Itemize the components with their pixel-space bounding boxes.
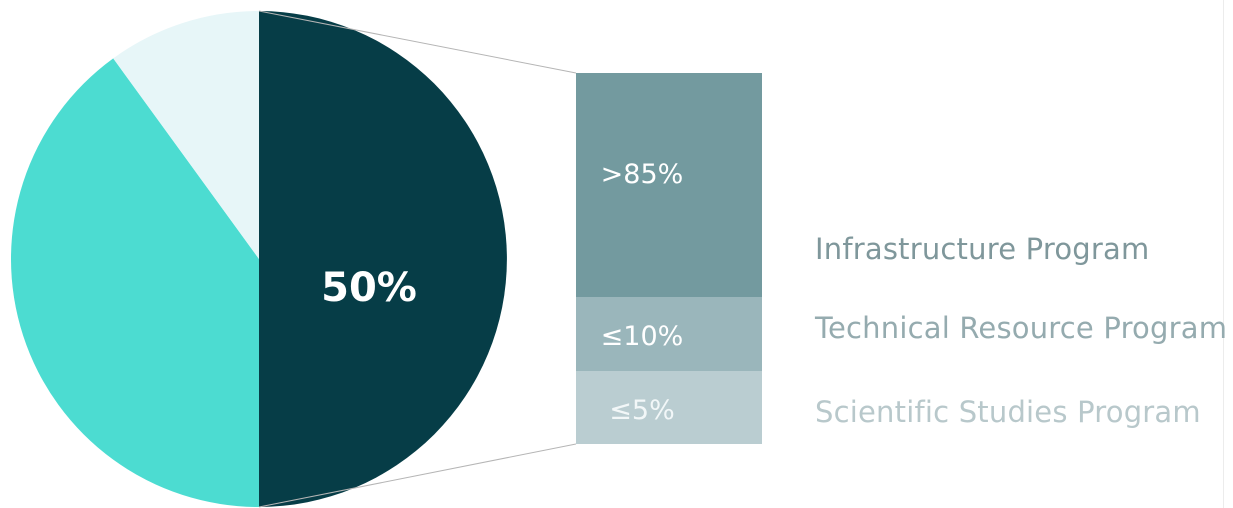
legend-label-scientific-studies: Scientific Studies Program (815, 395, 1201, 429)
bar-segment-3 (576, 371, 762, 444)
legend-label-technical-resource: Technical Resource Program (815, 311, 1228, 345)
connector-line-bottom (258, 443, 577, 508)
legend-label-infrastructure: Infrastructure Program (815, 232, 1150, 266)
bar-segment-1 (576, 73, 762, 297)
pie-chart: 50% (10, 11, 507, 508)
bar-segment-label-1: >85% (601, 159, 684, 190)
pie-slice-1 (259, 11, 507, 507)
bar-segment-label-2: ≤10% (601, 321, 684, 352)
connector-line-top (258, 10, 577, 74)
bar-segment-2 (576, 297, 762, 371)
pie-slice-label-1: 50% (321, 265, 417, 311)
breakdown-bar: >85% ≤10% ≤5% (576, 73, 762, 444)
bar-segment-label-3: ≤5% (609, 395, 674, 426)
pie-slice-3 (113, 11, 259, 259)
pie-slice-2 (10, 58, 260, 508)
page-edge-divider (1223, 0, 1224, 508)
connector-lines (258, 10, 577, 508)
